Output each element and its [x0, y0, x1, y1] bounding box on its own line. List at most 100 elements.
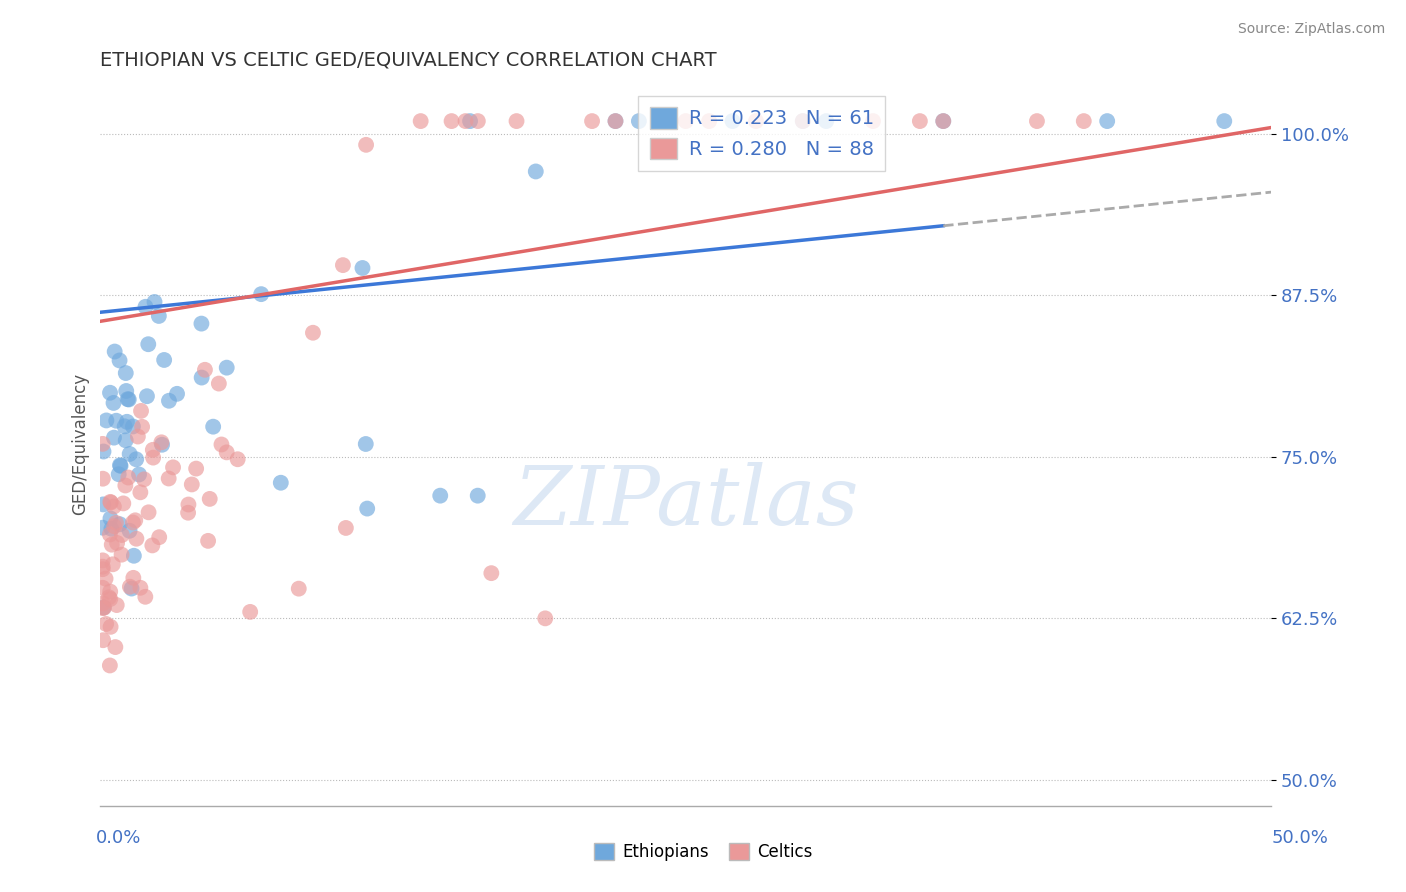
Point — [605, 114, 627, 128]
Point — [162, 460, 184, 475]
Point — [932, 114, 955, 128]
Point — [112, 496, 135, 510]
Point — [1213, 114, 1236, 128]
Point — [91, 596, 114, 610]
Point — [125, 452, 148, 467]
Point — [792, 114, 814, 128]
Point — [118, 447, 141, 461]
Text: ETHIOPIAN VS CELTIC GED/EQUIVALENCY CORRELATION CHART: ETHIOPIAN VS CELTIC GED/EQUIVALENCY CORR… — [100, 51, 717, 70]
Point — [467, 489, 489, 503]
Point — [91, 633, 114, 648]
Point — [103, 500, 125, 514]
Point — [166, 387, 188, 401]
Point — [354, 137, 377, 152]
Point — [198, 491, 221, 506]
Point — [239, 605, 262, 619]
Point — [190, 317, 212, 331]
Point — [101, 558, 124, 572]
Point — [932, 114, 955, 128]
Point — [91, 472, 114, 486]
Point — [132, 472, 155, 486]
Point — [721, 114, 744, 128]
Point — [177, 506, 200, 520]
Point — [122, 549, 145, 563]
Point — [142, 442, 165, 457]
Point — [197, 533, 219, 548]
Point — [148, 309, 170, 323]
Point — [91, 497, 114, 511]
Point — [194, 363, 217, 377]
Point — [108, 458, 131, 473]
Point — [675, 114, 697, 128]
Point — [627, 114, 650, 128]
Point — [93, 600, 115, 615]
Point — [114, 434, 136, 448]
Point — [91, 521, 114, 535]
Point — [98, 592, 121, 607]
Point — [117, 470, 139, 484]
Point — [108, 353, 131, 368]
Point — [114, 366, 136, 380]
Point — [98, 527, 121, 541]
Point — [105, 536, 128, 550]
Point — [138, 505, 160, 519]
Point — [129, 581, 152, 595]
Point — [91, 553, 114, 567]
Point — [128, 467, 150, 482]
Point — [815, 114, 838, 128]
Point — [110, 458, 132, 473]
Point — [108, 517, 131, 532]
Point — [141, 538, 163, 552]
Point — [429, 489, 451, 503]
Point — [136, 337, 159, 351]
Point — [352, 260, 374, 275]
Point — [335, 521, 357, 535]
Point — [177, 498, 200, 512]
Text: ZIPatlas: ZIPatlas — [513, 462, 859, 541]
Point — [104, 640, 127, 654]
Text: Source: ZipAtlas.com: Source: ZipAtlas.com — [1237, 22, 1385, 37]
Point — [100, 495, 122, 509]
Point — [534, 611, 557, 625]
Point — [94, 572, 117, 586]
Point — [605, 114, 627, 128]
Point — [91, 437, 114, 451]
Point — [157, 471, 180, 485]
Y-axis label: GED/Equivalency: GED/Equivalency — [72, 373, 89, 515]
Point — [505, 114, 527, 128]
Point — [122, 419, 145, 434]
Point — [111, 528, 134, 542]
Point — [100, 538, 122, 552]
Point — [208, 376, 231, 391]
Point — [409, 114, 432, 128]
Point — [524, 164, 547, 178]
Point — [115, 384, 138, 398]
Point — [129, 404, 152, 418]
Point — [211, 437, 233, 451]
Point — [121, 582, 143, 596]
Point — [91, 562, 114, 576]
Point — [270, 475, 292, 490]
Point — [98, 385, 121, 400]
Point — [100, 620, 122, 634]
Point — [908, 114, 931, 128]
Point — [1073, 114, 1095, 128]
Point — [100, 511, 122, 525]
Point — [103, 519, 125, 533]
Point — [332, 258, 354, 272]
Point — [105, 414, 128, 428]
Point — [356, 501, 378, 516]
Point — [287, 582, 309, 596]
Point — [104, 344, 127, 359]
Point — [186, 461, 208, 475]
Point — [93, 444, 115, 458]
Point — [98, 584, 121, 599]
Point — [91, 559, 114, 574]
Point — [134, 590, 156, 604]
Point — [134, 300, 156, 314]
Point — [98, 658, 121, 673]
Legend: R = 0.223   N = 61, R = 0.280   N = 88: R = 0.223 N = 61, R = 0.280 N = 88 — [638, 95, 886, 171]
Point — [103, 396, 125, 410]
Point — [100, 522, 122, 536]
Point — [302, 326, 325, 340]
